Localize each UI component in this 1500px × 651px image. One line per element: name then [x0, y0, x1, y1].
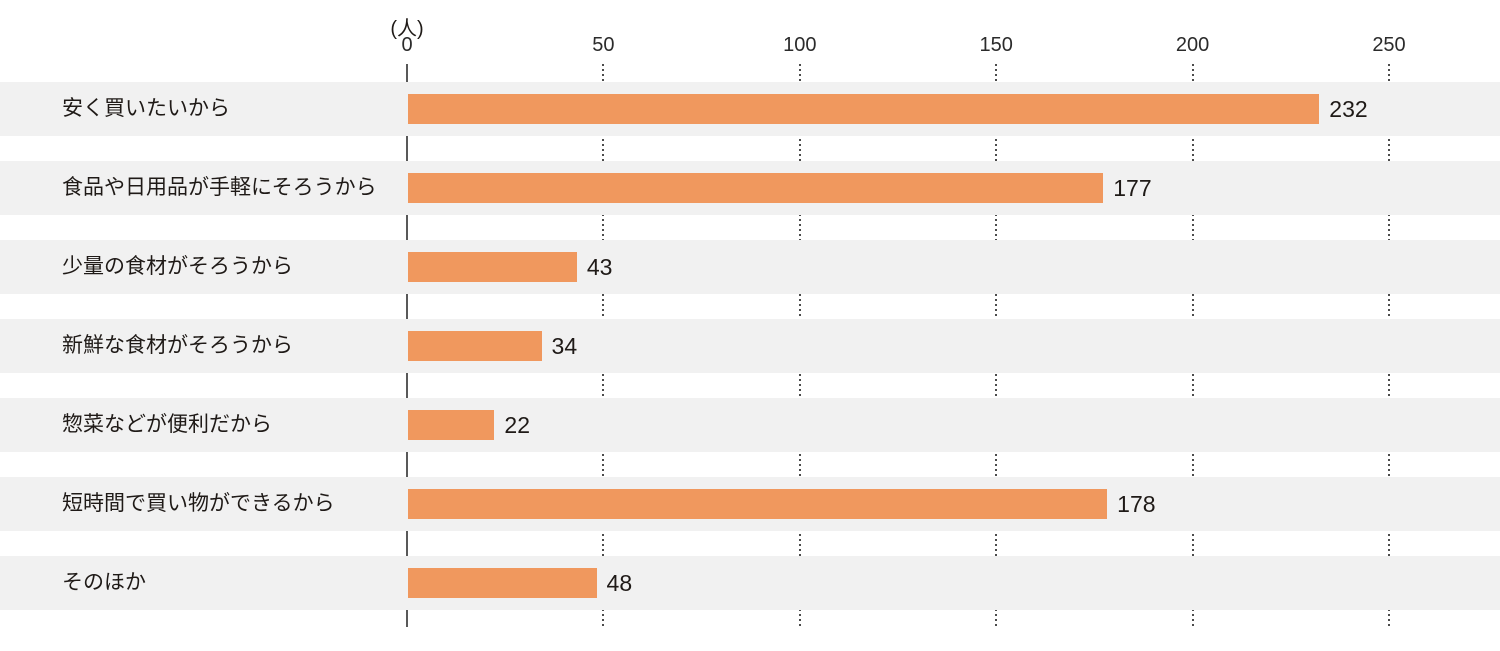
bar-value-label: 48 — [606, 570, 633, 596]
chart-row: 食品や日用品が手軽にそろうから 177 — [0, 161, 1500, 215]
category-label: 惣菜などが便利だから — [62, 413, 272, 436]
axis-unit-label: (人) — [390, 18, 424, 40]
x-tick-label: 200 — [1175, 34, 1210, 56]
bar-value-label: 43 — [586, 254, 613, 280]
chart-row: そのほか 48 — [0, 556, 1500, 610]
bar-value-label: 232 — [1329, 96, 1368, 122]
bar — [408, 94, 1320, 124]
bar — [408, 173, 1104, 203]
category-label: 短時間で買い物ができるから — [62, 492, 335, 515]
x-tick-label: 150 — [979, 34, 1013, 56]
bar-value-label: 178 — [1117, 491, 1156, 517]
category-label: 食品や日用品が手軽にそろうから — [62, 176, 377, 199]
bar — [408, 489, 1108, 519]
chart-row: 惣菜などが便利だから 22 — [0, 398, 1500, 452]
chart-row: 新鮮な食材がそろうから 34 — [0, 319, 1500, 373]
x-tick-label: 0 — [401, 34, 413, 56]
category-label: 安く買いたいから — [62, 97, 230, 120]
bar — [408, 410, 495, 440]
chart-row: 短時間で買い物ができるから 178 — [0, 477, 1500, 531]
bar-value-label: 177 — [1113, 175, 1152, 201]
x-tick-label: 50 — [592, 34, 615, 56]
category-label: 少量の食材がそろうから — [62, 255, 293, 278]
chart-row: 少量の食材がそろうから 43 — [0, 240, 1500, 294]
category-label: そのほか — [62, 571, 146, 594]
chart-row: 安く買いたいから 232 — [0, 82, 1500, 136]
bar — [408, 252, 577, 282]
bar-value-label: 34 — [551, 333, 578, 359]
x-tick-label: 250 — [1372, 34, 1406, 56]
bar-value-label: 22 — [504, 412, 530, 438]
x-tick-label: 100 — [783, 34, 817, 56]
bar — [408, 568, 597, 598]
bar — [408, 331, 542, 361]
category-label: 新鮮な食材がそろうから — [62, 334, 293, 357]
